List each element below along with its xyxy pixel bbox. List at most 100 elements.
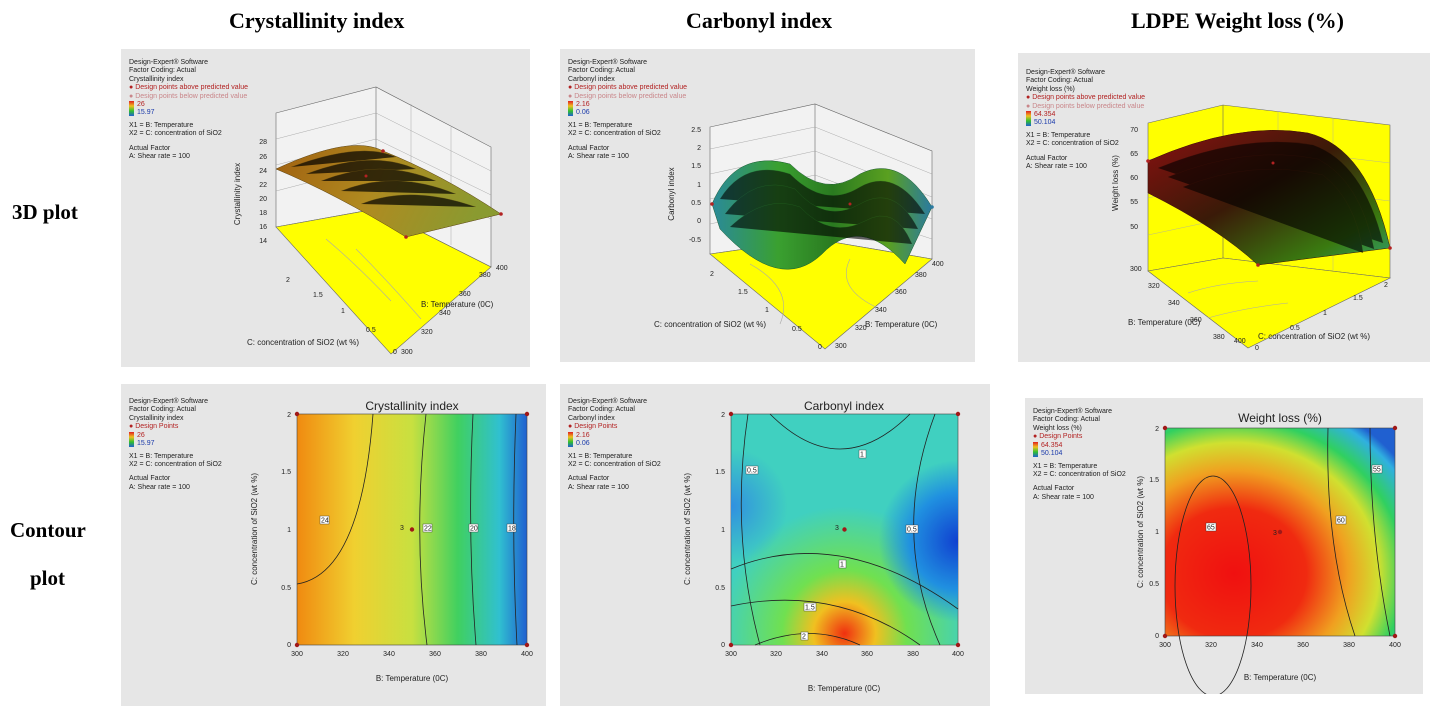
design-point: [524, 642, 530, 648]
legend-info-contour-crystallinity: Design-Expert® Software Factor Coding: Ac…: [129, 398, 222, 491]
svg-text:360: 360: [1190, 317, 1202, 324]
svg-text:2.5: 2.5: [691, 127, 701, 134]
svg-text:400: 400: [932, 261, 944, 268]
design-points: [294, 411, 530, 648]
svg-text:320: 320: [1148, 283, 1160, 290]
design-point: [524, 411, 530, 417]
svg-text:1.5: 1.5: [715, 469, 725, 476]
svg-text:70: 70: [1130, 127, 1138, 134]
contour-label: 24: [321, 518, 329, 525]
design-points: [728, 411, 961, 648]
svg-text:300: 300: [401, 349, 413, 356]
svg-text:24: 24: [259, 168, 267, 175]
svg-text:300: 300: [835, 343, 847, 350]
svg-text:18: 18: [259, 210, 267, 217]
svg-text:1.5: 1.5: [691, 163, 701, 170]
contour-plot-weight-loss: 65 60 55 3 Weight loss (%) 300 320 340 360…: [1136, 411, 1401, 694]
design-point: [1277, 529, 1283, 535]
svg-text:2: 2: [721, 412, 725, 419]
contour-3-ylabel: C: concentration of SiO2 (wt %): [1136, 476, 1145, 588]
svg-text:360: 360: [1297, 642, 1309, 649]
svg-text:-0.5: -0.5: [689, 237, 701, 244]
svg-text:0: 0: [1255, 345, 1259, 352]
svg-text:360: 360: [429, 651, 441, 658]
svg-text:360: 360: [459, 291, 471, 298]
center-point-count: 3: [400, 525, 404, 532]
contour-label: 22: [424, 526, 432, 533]
svg-text:380: 380: [1213, 334, 1225, 341]
contour-label: 20: [470, 526, 478, 533]
svg-text:340: 340: [1251, 642, 1263, 649]
svg-text:300: 300: [1159, 642, 1171, 649]
column-title-crystallinity: Crystallinity index: [229, 8, 405, 33]
svg-text:340: 340: [875, 307, 887, 314]
svg-text:300: 300: [291, 651, 303, 658]
svg-text:0.5: 0.5: [281, 585, 291, 592]
contour-label: 65: [1207, 525, 1215, 532]
contour-1-title: Crystallinity index: [365, 399, 458, 413]
svg-text:0.5: 0.5: [1290, 325, 1300, 332]
surface-1-ylabel: C: concentration of SiO2 (wt %): [247, 338, 359, 347]
contour-2-title: Carbonyl index: [804, 399, 884, 413]
surface-1-xlabel: B: Temperature (0C): [421, 300, 494, 309]
legend-info-contour-weight-loss: Design-Expert® Software Factor Coding: Ac…: [1033, 408, 1126, 501]
svg-text:16: 16: [259, 224, 267, 231]
surface-2-xlabel: B: Temperature (0C): [865, 320, 938, 329]
svg-text:300: 300: [725, 651, 737, 658]
center-point-count: 3: [835, 525, 839, 532]
svg-text:400: 400: [952, 651, 964, 658]
svg-text:0.5: 0.5: [792, 326, 802, 333]
svg-text:1: 1: [721, 527, 725, 534]
design-point: [294, 411, 300, 417]
svg-text:50: 50: [1130, 224, 1138, 231]
svg-text:1: 1: [1323, 310, 1327, 317]
contour-panel-weight-loss: 65 60 55 3 Weight loss (%) 300 320 340 360…: [1025, 398, 1423, 694]
contour-label: 0.5: [907, 527, 917, 534]
svg-text:2: 2: [710, 271, 714, 278]
color-ramp: [129, 431, 134, 447]
design-point: [728, 411, 734, 417]
svg-text:1: 1: [287, 527, 291, 534]
legend-info-3d-crystallinity: Design-Expert® Software Factor Coding: Ac…: [129, 59, 249, 161]
row-label-contour-line1: Contour: [10, 518, 86, 542]
column-title-carbonyl: Carbonyl index: [686, 8, 833, 33]
design-point: [409, 527, 415, 532]
design-point: [842, 527, 847, 532]
contour-2-xlabel: B: Temperature (0C): [808, 684, 881, 693]
contour-plot-carbonyl: 1 0.5 1 0.5 1.5 2 3 Carbonyl index 300 32…: [683, 399, 964, 693]
svg-text:360: 360: [895, 289, 907, 296]
contour-label: 18: [508, 526, 516, 533]
surface-3-zlabel: Weight loss (%): [1111, 155, 1120, 211]
svg-text:320: 320: [1205, 642, 1217, 649]
svg-text:340: 340: [439, 310, 451, 317]
svg-text:60: 60: [1130, 175, 1138, 182]
svg-text:14: 14: [259, 238, 267, 245]
svg-text:400: 400: [1234, 338, 1246, 345]
svg-text:380: 380: [915, 272, 927, 279]
svg-text:22: 22: [259, 182, 267, 189]
svg-text:1.5: 1.5: [1353, 295, 1363, 302]
legend-info-3d-carbonyl: Design-Expert® Software Factor Coding: Ac…: [568, 59, 688, 161]
svg-text:1.5: 1.5: [1149, 477, 1159, 484]
svg-text:1.5: 1.5: [281, 469, 291, 476]
surface-plot-carbonyl: 2.5 2 1.5 1 0.5 0 -0.5 Carbonyl index 300 32…: [654, 103, 944, 351]
svg-text:380: 380: [1343, 642, 1355, 649]
svg-text:320: 320: [855, 325, 867, 332]
svg-text:320: 320: [337, 651, 349, 658]
contour-label: 0.5: [747, 468, 757, 475]
svg-text:2: 2: [286, 277, 290, 284]
svg-text:65: 65: [1130, 151, 1138, 158]
surface-panel-weight-loss: 70 65 60 55 50 Weight loss (%) 300 320 340 3…: [1018, 53, 1430, 362]
legend-info-contour-carbonyl: Design-Expert® Software Factor Coding: Ac…: [568, 398, 661, 491]
color-ramp: [568, 431, 573, 447]
svg-text:0: 0: [1155, 633, 1159, 640]
contour-label: 2: [802, 634, 806, 641]
svg-text:2: 2: [287, 412, 291, 419]
svg-text:300: 300: [1130, 266, 1142, 273]
color-ramp: [1033, 441, 1038, 457]
svg-text:0.5: 0.5: [366, 327, 376, 334]
svg-text:1: 1: [341, 308, 345, 315]
contour-3-xlabel: B: Temperature (0C): [1244, 673, 1317, 682]
svg-text:380: 380: [475, 651, 487, 658]
